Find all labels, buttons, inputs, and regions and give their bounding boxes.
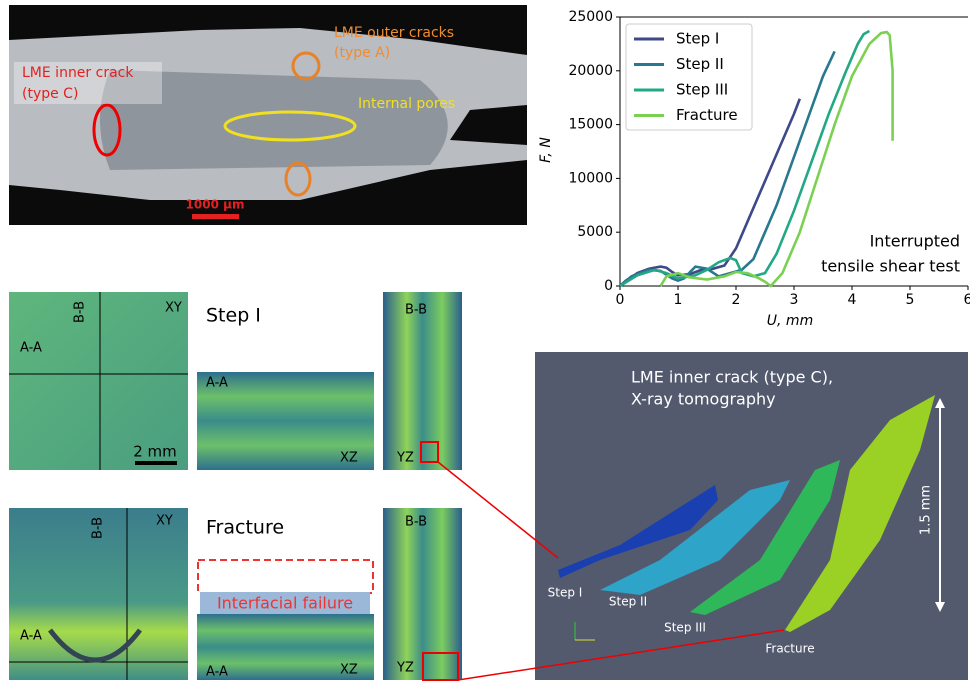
label: (type A) xyxy=(334,45,390,61)
label: XZ xyxy=(340,663,358,678)
label: XY xyxy=(156,514,173,529)
label: Internal pores xyxy=(358,96,455,112)
label: YZ xyxy=(396,451,414,466)
panel-title: Fracture xyxy=(206,517,284,539)
failure-box xyxy=(198,560,373,593)
panel-title: Step I xyxy=(206,305,261,327)
label: LME outer cracks xyxy=(334,25,454,41)
label: A-A xyxy=(20,341,42,356)
fracture-panels: B-B XY A-A Fracture Interfacial failure … xyxy=(9,508,462,680)
legend-label: Fracture xyxy=(676,106,738,124)
x-axis-label: U, mm xyxy=(767,313,813,329)
legend-label: Step II xyxy=(676,55,724,73)
title: LME inner crack (type C), xyxy=(631,368,833,387)
title: X-ray tomography xyxy=(631,390,776,409)
tomography: 1.5 mm LME inner crack (type C), X-ray t… xyxy=(535,352,968,680)
x-tick-label: 3 xyxy=(790,292,799,308)
y-tick-label: 0 xyxy=(604,278,613,294)
label: B-B xyxy=(405,515,427,530)
label: B-B xyxy=(91,517,106,539)
chart: 0 5000 10000 15000 20000 25000 0 1 2 3 4 5 6 U, mm F, … xyxy=(538,9,970,329)
scale-bar xyxy=(192,214,239,219)
legend-label: Step I xyxy=(676,30,719,48)
x-tick-label: 6 xyxy=(964,292,970,308)
label: Step I xyxy=(548,586,583,600)
y-axis-label: F, N xyxy=(538,137,554,163)
x-tick-label: 0 xyxy=(616,292,625,308)
micrograph: LME inner crack (type C) LME outer crack… xyxy=(9,5,527,225)
label: A-A xyxy=(20,629,42,644)
legend-label: Step III xyxy=(676,81,728,99)
label: XZ xyxy=(340,451,358,466)
x-tick-label: 2 xyxy=(732,292,741,308)
x-tick-label: 1 xyxy=(674,292,683,308)
figure: LME inner crack (type C) LME outer crack… xyxy=(0,0,970,681)
label: A-A xyxy=(206,665,228,680)
label: XY xyxy=(165,301,182,316)
x-tick-label: 5 xyxy=(906,292,915,308)
y-tick-label: 15000 xyxy=(568,117,613,133)
label: (type C) xyxy=(22,86,78,102)
scale-label: 1.5 mm xyxy=(919,485,934,535)
label: Fracture xyxy=(765,642,814,656)
label: B-B xyxy=(73,301,88,323)
y-tick-label: 25000 xyxy=(568,9,613,25)
y-tick-label: 5000 xyxy=(577,224,613,240)
label: Step II xyxy=(609,595,647,609)
step1-panels: B-B XY A-A 2 mm Step I A-A XZ B-B YZ xyxy=(9,292,462,470)
label: Step III xyxy=(664,621,706,635)
annotation: Interrupted xyxy=(870,232,960,251)
label: A-A xyxy=(206,376,228,391)
x-tick-label: 4 xyxy=(848,292,857,308)
y-tick-label: 20000 xyxy=(568,63,613,79)
y-tick-label: 10000 xyxy=(568,170,613,186)
yz-image xyxy=(383,292,462,470)
label: YZ xyxy=(396,661,414,676)
annotation: tensile shear test xyxy=(821,257,960,276)
scale-bar xyxy=(135,461,177,465)
label: B-B xyxy=(405,303,427,318)
label: Interfacial failure xyxy=(217,594,353,613)
scale-label: 1000 µm xyxy=(186,198,245,212)
label: LME inner crack xyxy=(22,65,134,81)
label: 2 mm xyxy=(133,443,177,461)
